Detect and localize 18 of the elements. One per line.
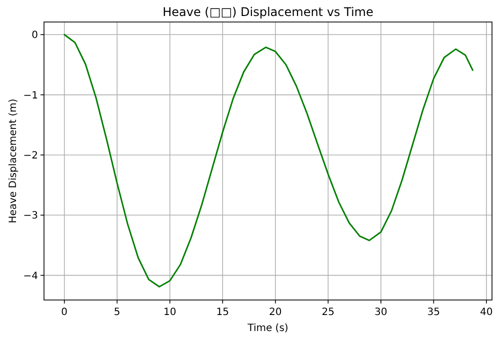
x-tick-label: 0: [61, 307, 68, 318]
x-axis-title: Time (s): [246, 323, 288, 334]
x-tick-label: 5: [114, 307, 120, 318]
y-tick-label: −4: [23, 270, 38, 282]
x-tick-label: 25: [322, 307, 335, 318]
y-tick-label: −2: [23, 150, 38, 162]
y-tick-label: −1: [23, 90, 38, 102]
x-tick-label: 15: [216, 307, 229, 318]
x-tick-label: 35: [427, 307, 440, 318]
x-tick-label: 20: [269, 307, 282, 318]
line-series: [64, 34, 474, 288]
chart-title: Heave (□□) Displacement vs Time: [162, 5, 374, 19]
x-tick-label: 10: [164, 307, 176, 318]
y-tick-label: 0: [32, 30, 38, 42]
x-tick-label: 40: [480, 307, 493, 318]
y-axis-title: Heave Displacement (m): [8, 98, 19, 224]
x-tick-label: 30: [374, 307, 388, 318]
y-tick-label: −3: [23, 210, 38, 222]
